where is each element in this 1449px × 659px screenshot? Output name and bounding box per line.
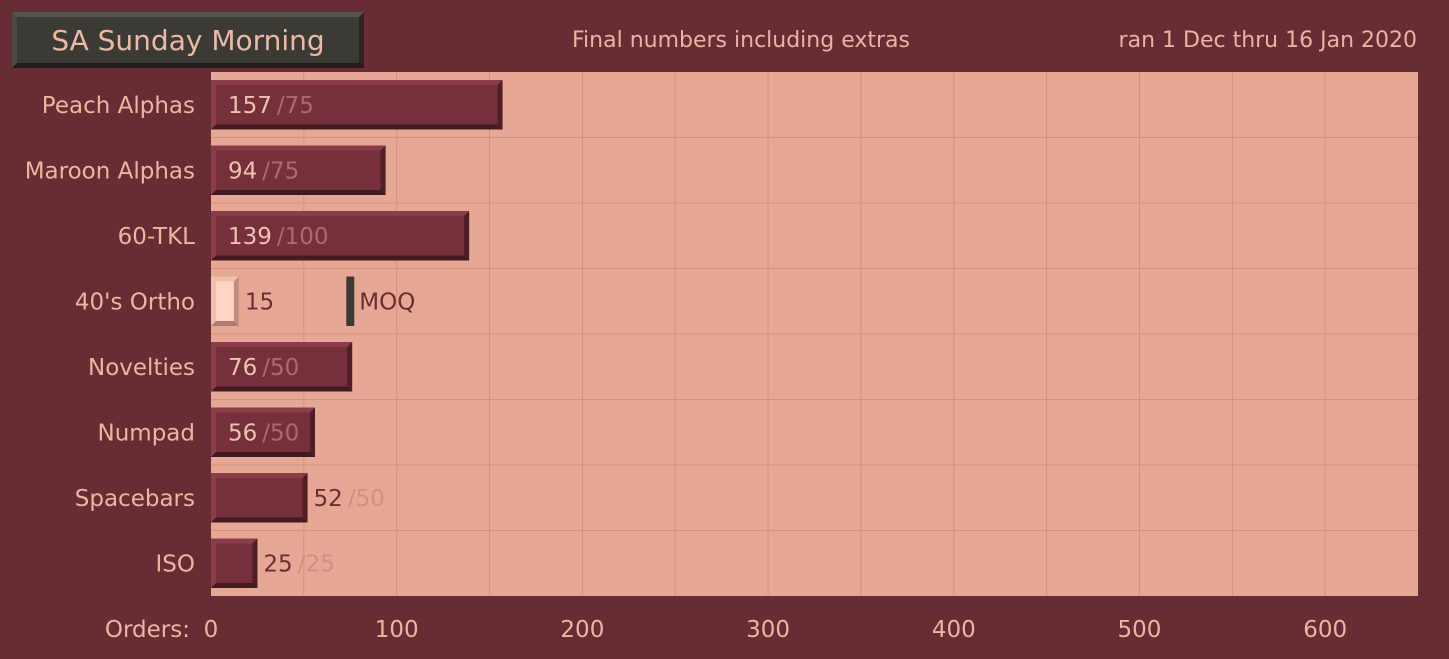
category-label: Peach Alphas bbox=[42, 93, 195, 119]
x-axis-label: Orders: bbox=[105, 617, 190, 643]
x-tick-label: 500 bbox=[1118, 617, 1162, 643]
category-label: ISO bbox=[156, 551, 196, 577]
value-label: 76/50 bbox=[228, 355, 299, 381]
bar bbox=[211, 473, 308, 523]
bar bbox=[211, 145, 386, 195]
target-label: /50 bbox=[262, 420, 299, 446]
category-label: Numpad bbox=[98, 420, 195, 446]
x-tick-label: 400 bbox=[932, 617, 976, 643]
category-label: 60-TKL bbox=[118, 224, 196, 250]
chart-subtitle: Final numbers including extras bbox=[572, 28, 910, 53]
moq-label: MOQ bbox=[359, 289, 415, 315]
value-label: 52/50 bbox=[314, 486, 385, 512]
bar bbox=[211, 407, 315, 457]
moq-marker bbox=[346, 276, 355, 326]
value-label: 139/100 bbox=[228, 224, 329, 250]
category-label: 40's Ortho bbox=[75, 289, 195, 315]
category-label: Novelties bbox=[88, 355, 195, 381]
value-label: 94/75 bbox=[228, 158, 299, 184]
value-label: 15 bbox=[245, 289, 274, 315]
x-tick-label: 100 bbox=[375, 617, 419, 643]
bar bbox=[211, 80, 503, 130]
target-label: /75 bbox=[277, 93, 314, 119]
x-tick-label: 200 bbox=[560, 617, 604, 643]
category-label: Maroon Alphas bbox=[25, 158, 195, 184]
value-label: 157/75 bbox=[228, 93, 314, 119]
x-tick-label: 0 bbox=[204, 617, 219, 643]
target-label: /50 bbox=[348, 486, 385, 512]
bar bbox=[211, 342, 353, 392]
chart-title-box: SA Sunday Morning bbox=[12, 12, 364, 68]
x-tick-label: 600 bbox=[1303, 617, 1347, 643]
chart-title: SA Sunday Morning bbox=[51, 23, 325, 57]
date-range: ran 1 Dec thru 16 Jan 2020 bbox=[1118, 28, 1417, 53]
value-label: 25/25 bbox=[263, 551, 334, 577]
target-label: /25 bbox=[298, 551, 335, 577]
target-label: /50 bbox=[262, 355, 299, 381]
target-label: /75 bbox=[262, 158, 299, 184]
category-label: Spacebars bbox=[75, 486, 195, 512]
target-label: /100 bbox=[277, 224, 329, 250]
bar bbox=[211, 276, 239, 326]
x-tick-label: 300 bbox=[746, 617, 790, 643]
bar bbox=[211, 538, 258, 588]
bar bbox=[211, 211, 470, 261]
value-label: 56/50 bbox=[228, 420, 299, 446]
